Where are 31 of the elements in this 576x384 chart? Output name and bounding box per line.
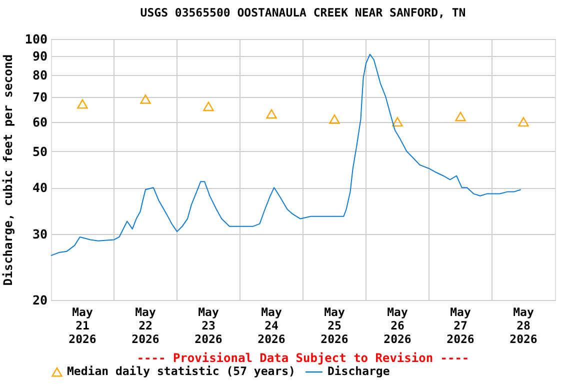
point (77, 99, 88, 109)
point (266, 109, 277, 119)
y-tick-label: 80 (32, 68, 48, 83)
point (203, 102, 214, 112)
x-tick-label: May 23 2026 (194, 305, 222, 346)
point (518, 117, 529, 127)
y-tick-label: 30 (32, 226, 48, 242)
x-tick-label: May 25 2026 (320, 305, 348, 346)
point (329, 114, 340, 124)
legend-label: Discharge (327, 364, 390, 378)
point (140, 94, 151, 104)
y-tick-label: 70 (32, 89, 48, 104)
y-tick-label: 50 (32, 144, 48, 159)
y-tick-label: 90 (32, 48, 48, 64)
x-tick-label: May 21 2026 (68, 305, 96, 346)
x-tick-label: May 26 2026 (384, 305, 412, 346)
point (455, 112, 466, 122)
y-tick-label: 40 (32, 180, 48, 196)
y-axis-title: Discharge, cubic feet per second (0, 54, 15, 286)
x-tick-label: May 28 2026 (510, 305, 538, 346)
legend-label: Median daily statistic (57 years) (67, 364, 296, 378)
x-tick-label: May 24 2026 (258, 305, 286, 346)
x-tick-label: May 22 2026 (132, 305, 160, 346)
y-tick-label: 20 (32, 292, 48, 308)
text: ---- Provisional Data Subject to Revision ---- (136, 351, 470, 365)
x-tick-label: May 27 2026 (446, 305, 474, 346)
chart-title: USGS 03565500 OOSTANAULA CREEK NEAR SANFORD, TN (140, 6, 466, 20)
y-tick-label: 60 (32, 114, 48, 130)
y-tick-label: 100 (24, 32, 48, 46)
line-series (50, 54, 522, 256)
point (392, 117, 403, 127)
